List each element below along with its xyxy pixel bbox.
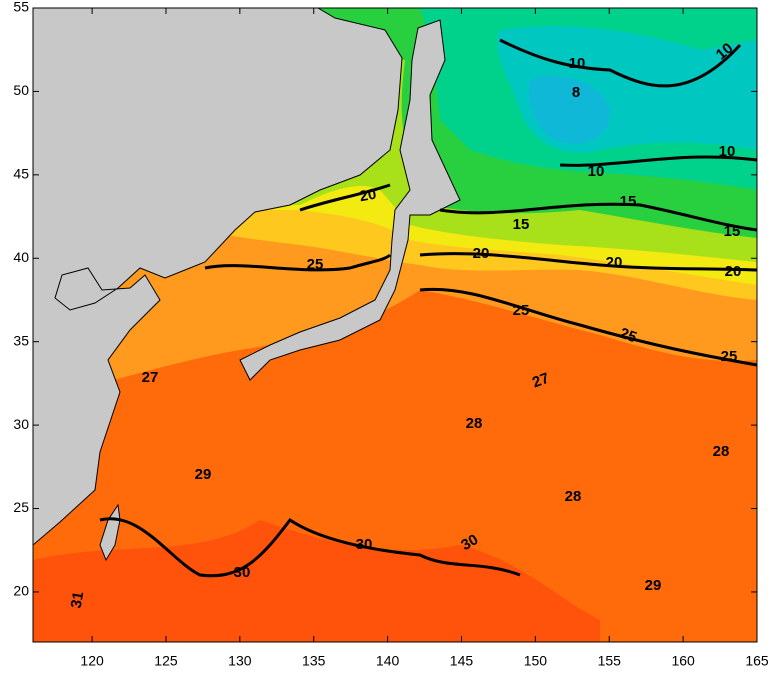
y-tick-label: 35	[13, 332, 29, 348]
contour-label: 8	[572, 84, 580, 101]
contour-label: 15	[724, 223, 741, 240]
contour-label: 15	[513, 216, 530, 233]
contour-label: 10	[569, 55, 586, 72]
contour-label: 10	[719, 143, 736, 160]
contour-label: 15	[620, 193, 637, 210]
contour-label: 30	[356, 536, 373, 553]
contour-label: 28	[565, 488, 582, 505]
x-tick-label: 155	[598, 653, 622, 669]
contour-label: 27	[530, 370, 551, 392]
y-tick-label: 40	[13, 249, 29, 265]
x-tick-label: 145	[450, 653, 474, 669]
contour-label: 30	[458, 531, 481, 554]
contour-label: 28	[466, 415, 483, 432]
contour-label: 20	[473, 245, 490, 262]
contour-label: 25	[617, 325, 638, 347]
contour-label: 20	[725, 263, 742, 280]
band-cold	[528, 76, 611, 144]
y-tick-label: 45	[13, 166, 29, 182]
contour-label: 25	[721, 348, 738, 365]
y-tick-label: 25	[13, 499, 29, 515]
x-tick-label: 125	[154, 653, 178, 669]
contour-label: 29	[645, 577, 662, 594]
contour-label: 25	[307, 256, 324, 273]
x-tick-label: 120	[80, 653, 104, 669]
band-hot	[33, 520, 600, 642]
contour-label: 28	[713, 443, 730, 460]
ticks: 120 125 130 135 140 145 150 155 160 165 20 25 30 35 40…	[13, 0, 768, 669]
contour-label: 30	[234, 564, 251, 581]
contour-label: 29	[195, 466, 212, 483]
y-tick-label: 50	[13, 82, 29, 98]
contour-label: 20	[606, 254, 623, 271]
x-tick-label: 165	[745, 653, 769, 669]
map-layers	[33, 8, 757, 642]
land-asia	[33, 8, 403, 546]
plot-frame	[32, 7, 758, 643]
x-tick-label: 135	[302, 653, 326, 669]
y-tick-label: 55	[13, 0, 29, 15]
contour-label: 27	[142, 369, 159, 386]
contour-label: 31	[68, 590, 88, 609]
y-tick-label: 30	[13, 416, 29, 432]
contour-lines	[99, 38, 757, 578]
x-tick-label: 150	[524, 653, 548, 669]
contour-label: 10	[588, 163, 605, 180]
contour-label: 25	[513, 302, 530, 319]
land-japan	[239, 19, 461, 381]
contour-label: 20	[358, 186, 377, 206]
x-tick-label: 140	[376, 653, 400, 669]
x-tick-label: 160	[671, 653, 695, 669]
x-tick-label: 130	[228, 653, 252, 669]
y-tick-label: 20	[13, 583, 29, 599]
